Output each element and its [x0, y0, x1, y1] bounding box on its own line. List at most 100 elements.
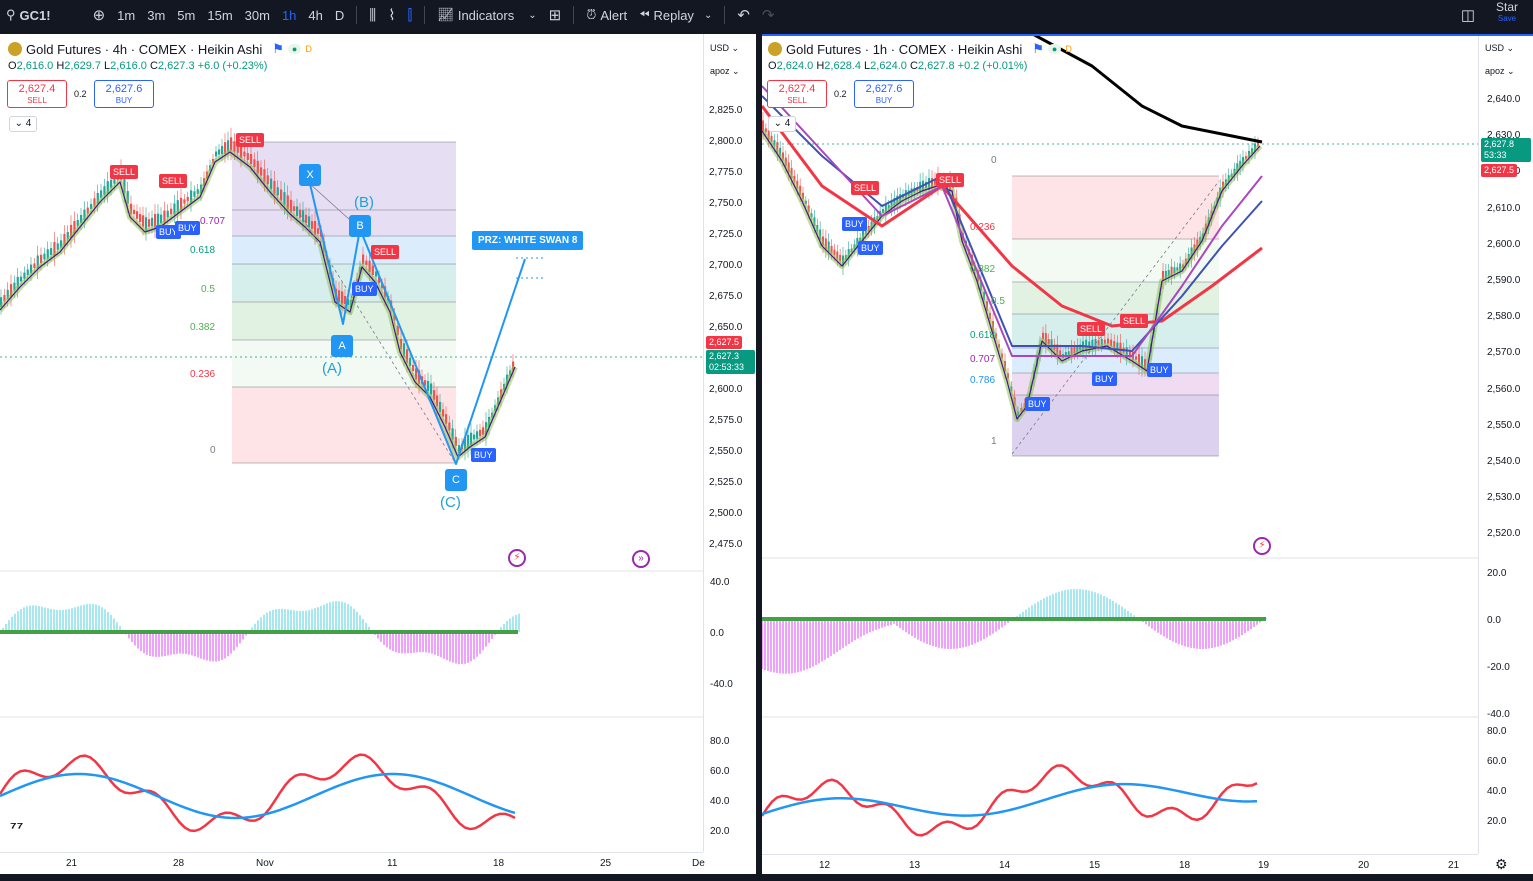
candle-body	[311, 221, 314, 229]
heikin-ashi-button[interactable]: ⫿	[402, 0, 419, 30]
signal-sell[interactable]: SELL	[236, 133, 265, 147]
signal-sell[interactable]: SELL	[371, 245, 400, 259]
pattern-point-c[interactable]: C	[445, 469, 467, 491]
candle-body	[190, 190, 193, 203]
redo-button[interactable]: ↷	[756, 0, 781, 30]
currency-button[interactable]: USD ⌄	[1485, 43, 1515, 53]
candle-body	[787, 162, 790, 173]
scale-mode-button[interactable]: apoz ⌄	[710, 66, 740, 76]
signal-buy[interactable]: BUY	[352, 282, 377, 296]
interval-1m[interactable]: 1m	[117, 7, 136, 23]
signal-buy[interactable]: BUY	[1147, 363, 1172, 377]
heikin-ashi-icon: ⫿	[407, 6, 413, 24]
tradingview-logo[interactable]: ⁷⁷	[10, 820, 24, 837]
layouts-button[interactable]: ⊞	[543, 0, 568, 30]
candle-body	[154, 214, 157, 228]
signal-buy[interactable]: BUY	[471, 448, 496, 462]
candle-body	[221, 145, 224, 155]
axis-tick: 2,575.0	[709, 415, 743, 426]
candle-body	[833, 249, 836, 256]
left-chart-canvas[interactable]	[0, 34, 756, 874]
signal-sell[interactable]: SELL	[936, 173, 965, 187]
alert-label: Alert	[600, 7, 628, 23]
pattern-point-x[interactable]: X	[299, 164, 321, 186]
candle-body	[33, 263, 36, 268]
save-label: Save	[1497, 14, 1517, 23]
scroll-forward-icon[interactable]: »	[632, 550, 650, 568]
interval-30m[interactable]: 30m	[244, 7, 270, 23]
interval-4h[interactable]: 4h	[308, 7, 323, 23]
right-symbol-title[interactable]: Gold Futures · 1h · COMEX · Heikin Ashi	[786, 41, 1023, 57]
signal-sell[interactable]: SELL	[1120, 314, 1149, 328]
bar-style-button[interactable]: ⌇	[382, 0, 401, 30]
replay-button[interactable]: ⏪︎ Replay ⌄	[633, 0, 718, 30]
compare-button[interactable]: ⊕	[87, 0, 112, 30]
signal-buy[interactable]: BUY	[858, 241, 883, 255]
left-symbol-title[interactable]: Gold Futures · 4h · COMEX · Heikin Ashi	[26, 41, 263, 57]
candle-body	[1167, 270, 1170, 277]
right-collapse-button[interactable]: ⌄ 4	[768, 116, 796, 132]
signal-sell[interactable]: SELL	[159, 174, 188, 188]
interval-d[interactable]: D	[334, 7, 345, 23]
signal-buy[interactable]: BUY	[842, 217, 867, 231]
candle-body	[240, 145, 243, 158]
candle-body	[887, 204, 890, 209]
axis-tick: 20.0	[1487, 816, 1507, 827]
candle-body	[90, 204, 93, 209]
right-chart-pane[interactable]: Gold Futures · 1h · COMEX · Heikin Ashi …	[762, 34, 1533, 874]
undo-button[interactable]: ↶	[731, 0, 756, 30]
star-button[interactable]: Star Save	[1481, 0, 1533, 30]
candle-body	[276, 187, 279, 196]
bar-countdown: 53:33	[1484, 150, 1507, 160]
candle-body	[1079, 344, 1082, 351]
left-time-axis[interactable]: 21 28 Nov 11 18 25 De	[0, 852, 705, 874]
left-sell-button[interactable]: 2,627.4 SELL	[7, 80, 67, 108]
right-sell-button[interactable]: 2,627.4 SELL	[767, 80, 827, 108]
pattern-point-b[interactable]: B	[349, 215, 371, 237]
interval-1h[interactable]: 1h	[281, 7, 297, 23]
layout-toggle-button[interactable]: ◫	[1455, 0, 1481, 30]
toolbar-divider	[424, 6, 426, 24]
symbol-search[interactable]: ⚲ GC1!	[0, 0, 57, 30]
axis-tick: 2,580.0	[1487, 311, 1521, 323]
candles-button[interactable]: ⫼	[363, 0, 382, 30]
settings-gear-icon[interactable]: ⚙	[1495, 856, 1508, 872]
candle-body	[896, 195, 899, 205]
left-collapse-button[interactable]: ⌄ 4	[9, 116, 37, 132]
candle-body	[464, 437, 467, 451]
right-chart-canvas[interactable]	[762, 36, 1533, 874]
pattern-point-a[interactable]: A	[331, 335, 353, 357]
signal-buy[interactable]: BUY	[156, 225, 181, 239]
signal-buy[interactable]: BUY	[1092, 372, 1117, 386]
candle-body	[928, 178, 930, 190]
lightning-icon[interactable]: ⚡︎	[508, 549, 526, 567]
candle-body	[3, 294, 6, 302]
right-time-axis[interactable]: 12 13 14 15 18 19 20 21	[762, 854, 1478, 874]
signal-sell[interactable]: SELL	[851, 181, 880, 195]
scale-mode-button[interactable]: apoz ⌄	[1485, 66, 1515, 76]
left-price-axis[interactable]: USD ⌄ apoz ⌄ 2,825.0 2,800.0 2,775.0 2,750.…	[703, 34, 756, 852]
alert-button[interactable]: ⏰︎ Alert	[580, 0, 633, 30]
candle-body	[1170, 266, 1173, 277]
signal-sell[interactable]: SELL	[1077, 322, 1106, 336]
signal-sell[interactable]: SELL	[110, 165, 139, 179]
prz-label[interactable]: PRZ: WHITE SWAN 8	[472, 231, 584, 250]
signal-buy[interactable]: BUY	[1025, 397, 1050, 411]
left-buy-button[interactable]: 2,627.6 BUY	[94, 80, 154, 108]
right-price-axis[interactable]: USD ⌄ apoz ⌄ 2,640.02,630.02,620.02,610.…	[1478, 36, 1533, 854]
interval-3m[interactable]: 3m	[147, 7, 166, 23]
right-buy-button[interactable]: 2,627.6 BUY	[854, 80, 914, 108]
left-chart-pane[interactable]: Gold Futures · 4h · COMEX · Heikin Ashi …	[0, 34, 756, 874]
currency-button[interactable]: USD ⌄	[710, 43, 740, 53]
fib-label-0618: 0.618	[970, 330, 996, 341]
candle-body	[409, 357, 412, 367]
interval-15m[interactable]: 15m	[207, 7, 233, 23]
pane-divider[interactable]	[756, 30, 762, 881]
candle-body	[418, 370, 421, 384]
indicators-button[interactable]: 📈︎ Indicators ⌄	[431, 0, 542, 30]
signal-buy[interactable]: BUY	[175, 221, 200, 235]
interval-5m[interactable]: 5m	[177, 7, 196, 23]
lightning-icon[interactable]: ⚡︎	[1253, 537, 1271, 555]
candle-body	[145, 217, 148, 231]
chevron-down-icon: ⌄	[528, 9, 537, 21]
